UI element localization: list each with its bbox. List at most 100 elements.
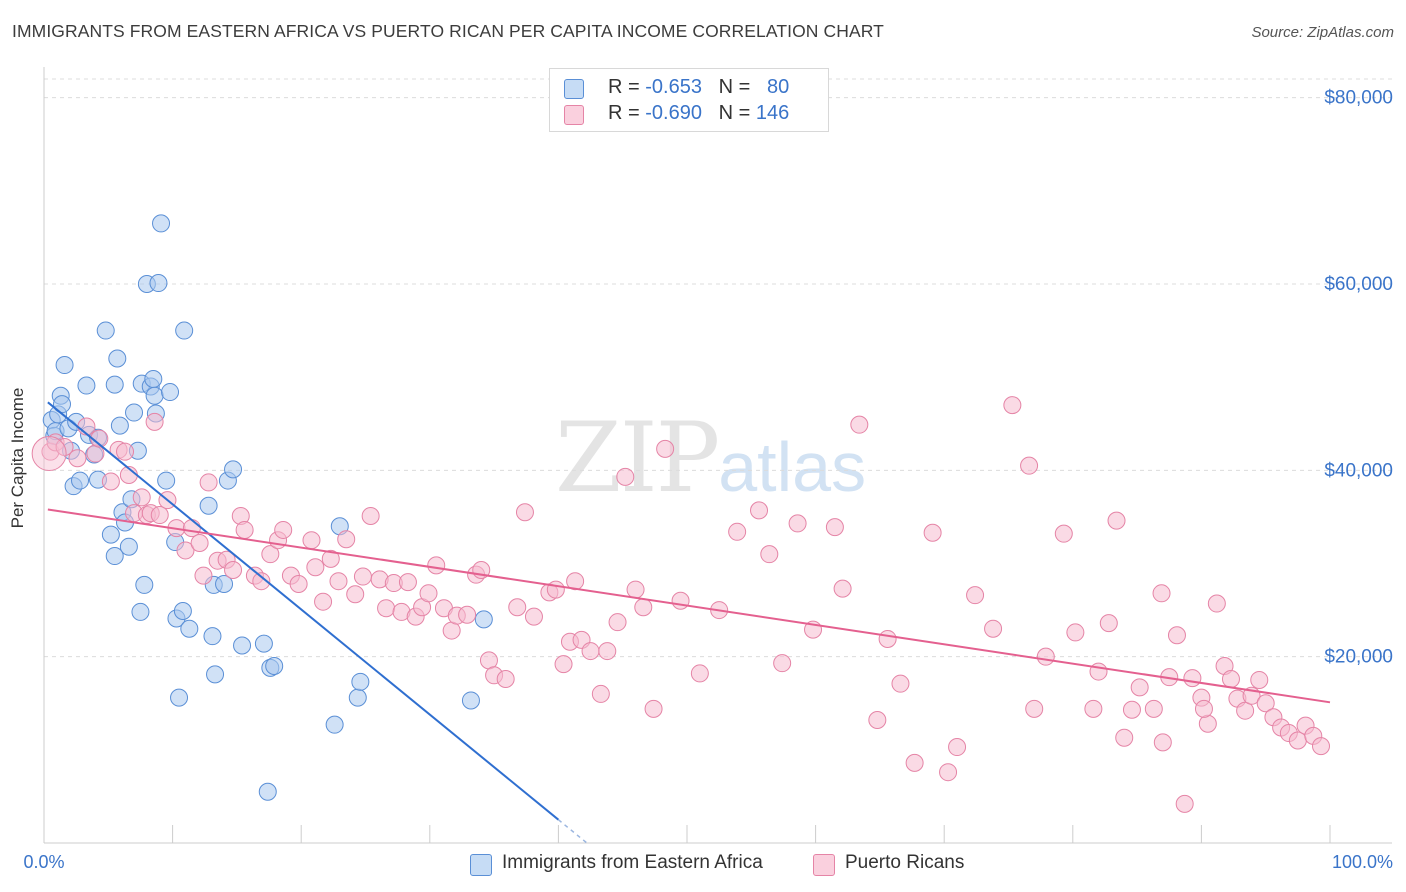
puerto-rican-point [891,674,910,693]
puerto-rican-point [608,613,627,632]
puerto-rican-point [554,655,573,674]
puerto-rican-point [150,506,169,525]
eastern-africa-point [173,602,192,621]
puerto-rican-point [581,642,600,661]
puerto-rican-point [101,472,120,491]
puerto-rican-point [1250,670,1269,689]
puerto-rican-point [825,518,844,537]
r-label: R = [608,102,646,124]
puerto-rican-point [546,580,565,599]
puerto-rican-point [750,501,769,520]
eastern-africa-point [461,691,480,710]
puerto-rican-point [1256,694,1275,713]
eastern-africa-point [215,574,234,593]
puerto-rican-point [984,619,1003,638]
puerto-rican-point [1236,701,1255,720]
eastern-africa-point [105,375,124,394]
puerto-rican-point [289,574,308,593]
puerto-rican-point [145,412,164,431]
eastern-africa-point [351,672,370,691]
eastern-africa-point [474,610,493,629]
eastern-africa-point [152,214,171,233]
puerto-rican-point [1152,584,1171,603]
puerto-rican-point [68,449,87,468]
eastern-africa-point [199,496,218,515]
puerto-rican-point [868,711,887,730]
puerto-rican-point [1054,524,1073,543]
puerto-rican-point [346,585,365,604]
r-label: R = [608,76,646,98]
puerto-rican-point [116,442,135,461]
puerto-rican-cluster-point [31,436,67,472]
puerto-rican-point [496,670,515,689]
puerto-rican-point [1167,626,1186,645]
puerto-rican-point [508,598,527,617]
puerto-rican-point [377,599,396,618]
eastern-africa-point [258,782,277,801]
puerto-rican-point [361,506,380,525]
puerto-rican-point [948,738,967,757]
blue-swatch [470,854,492,876]
puerto-rican-point [314,592,333,611]
watermark-zip: ZIP [555,402,720,514]
puerto-rican-point [939,763,958,782]
puerto-rican-point [302,531,321,550]
puerto-rican-point [671,591,690,610]
blue-swatch [564,79,584,99]
puerto-rican-point [905,753,924,772]
n-value: 146 [755,102,790,124]
puerto-rican-point [728,522,747,541]
y-axis-label: Per Capita Income [8,387,27,529]
puerto-rican-point [923,523,942,542]
puerto-rican-point [878,629,897,648]
eastern-africa-point [96,321,115,340]
eastern-africa-point [77,376,96,395]
x-tick-label: 0.0% [23,852,64,872]
eastern-africa-point [325,715,344,734]
puerto-rican-point [1036,647,1055,666]
watermark-atlas: atlas [718,428,867,506]
puerto-rican-point [235,520,254,539]
puerto-rican-point [337,530,356,549]
n-value: 80 [767,76,790,98]
puerto-rican-point [626,580,645,599]
puerto-rican-point [833,579,852,598]
watermark: ZIPatlas [555,402,866,514]
puerto-rican-point [788,514,807,533]
puerto-rican-point [1153,733,1172,752]
puerto-rican-trend-line [47,508,1331,704]
puerto-rican-point [760,545,779,564]
puerto-rican-point [850,415,869,434]
puerto-rican-point [616,467,635,486]
puerto-rican-point [199,473,218,492]
eastern-africa-point [170,688,189,707]
eastern-africa-point [233,636,252,655]
eastern-africa-point [145,386,164,405]
y-tick-label: $40,000 [1324,460,1393,481]
puerto-rican-point [419,584,438,603]
r-value: -0.653 [645,76,702,98]
puerto-rican-point [1003,396,1022,415]
puerto-rican-point [773,654,792,673]
puerto-rican-point [656,439,675,458]
correlation-legend: R = -0.653 N = 80 R = -0.690 N = 146 [549,68,829,132]
eastern-africa-point [101,525,120,544]
puerto-rican-point [306,558,325,577]
puerto-rican-point [132,488,151,507]
pink-swatch [564,105,584,125]
puerto-rican-point [1130,678,1149,697]
eastern-africa-point [105,547,124,566]
eastern-africa-point [108,349,127,368]
eastern-africa-point [135,575,154,594]
eastern-africa-point [157,471,176,490]
puerto-rican-point [1221,670,1240,689]
eastern-africa-trend-line [47,401,560,821]
eastern-africa-point [254,634,273,653]
puerto-rican-point [1175,794,1194,813]
legend-label: Immigrants from Eastern Africa [502,852,763,873]
puerto-rican-point [1099,614,1118,633]
eastern-africa-point [144,370,163,389]
n-label: N = [718,76,756,98]
x-tick-label: 100.0% [1332,852,1393,872]
